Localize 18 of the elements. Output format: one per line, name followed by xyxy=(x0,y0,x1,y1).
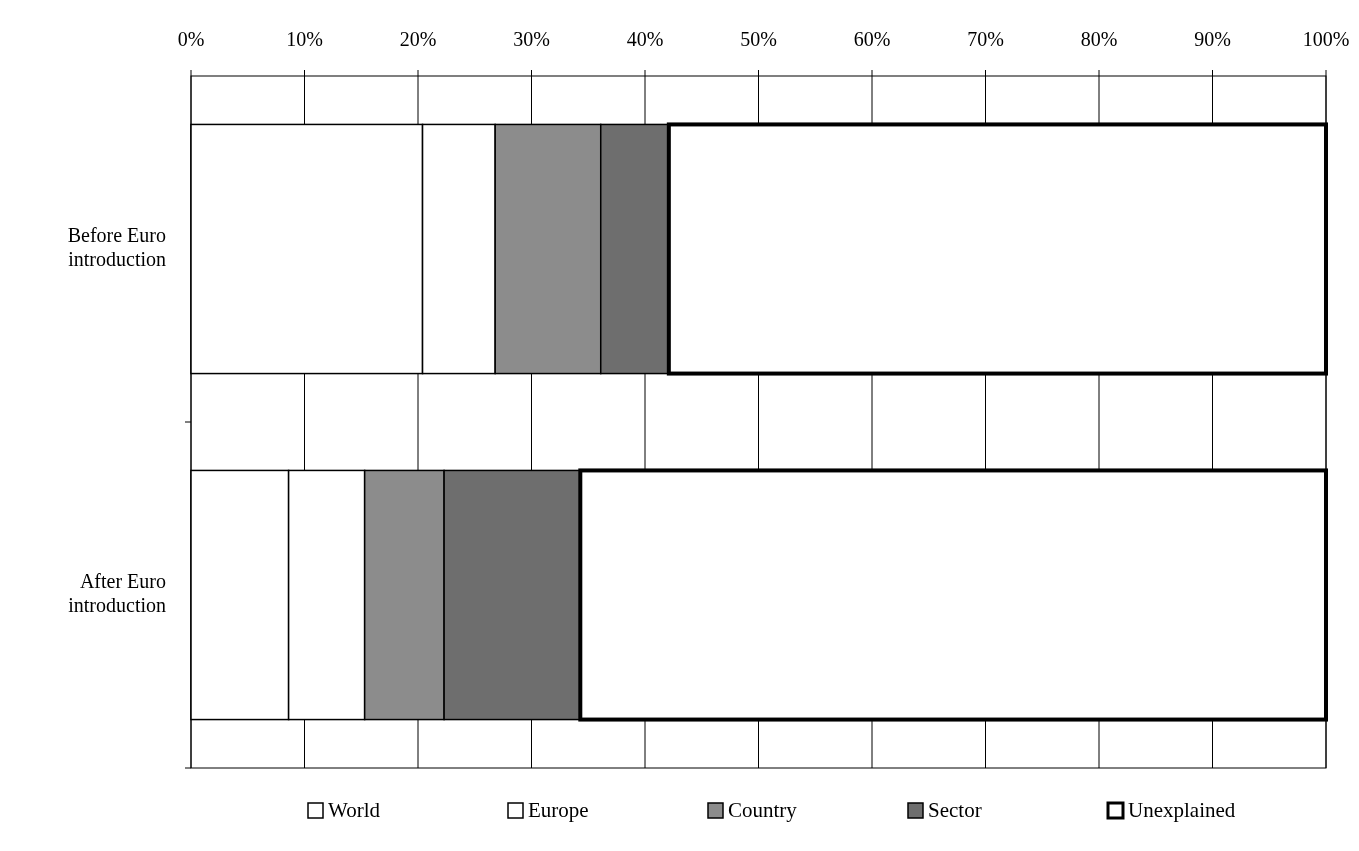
x-tick-label: 10% xyxy=(286,28,323,50)
x-tick-label: 40% xyxy=(626,28,664,50)
x-tick-label: 0% xyxy=(177,28,205,50)
x-tick-label: 50% xyxy=(740,28,777,50)
legend-label: Country xyxy=(728,798,798,822)
legend-label: Unexplained xyxy=(1128,798,1236,822)
x-tick-label: 60% xyxy=(853,28,891,50)
y-tick-label: Before Euro introduction xyxy=(67,223,166,270)
x-tick-label: 90% xyxy=(1194,28,1231,50)
legend-label: Europe xyxy=(528,798,589,822)
x-tick-label: 80% xyxy=(1080,28,1118,50)
x-tick-label: 30% xyxy=(513,28,550,50)
legend-label: Sector xyxy=(928,798,982,822)
x-tick-label: 100% xyxy=(1302,28,1350,50)
x-tick-label: 20% xyxy=(399,28,437,50)
legend-label: World xyxy=(328,798,381,822)
x-tick-label: 70% xyxy=(967,28,1004,50)
y-tick-label: After Euro introduction xyxy=(68,569,166,616)
